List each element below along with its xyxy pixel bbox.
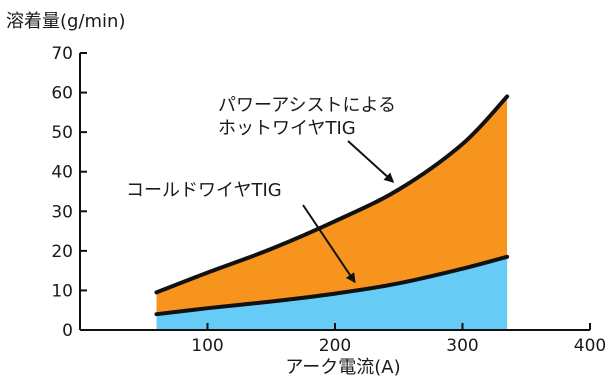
series-area-1 <box>156 256 508 330</box>
y-axis-title: 溶着量(g/min) <box>6 11 125 32</box>
series-line-1 <box>154 254 510 317</box>
y-tick-label-0: 0 <box>62 321 73 341</box>
annotation-arrow-0 <box>347 140 395 183</box>
y-tick-label-30: 30 <box>51 202 73 222</box>
y-tick-label-10: 10 <box>51 281 73 301</box>
x-tick-label-100: 100 <box>191 336 223 356</box>
y-tick-label-20: 20 <box>51 242 73 262</box>
y-tick-label-60: 60 <box>51 84 73 104</box>
series-label-1: コールドワイヤTIG <box>126 180 282 201</box>
series-line-0 <box>154 94 510 295</box>
series-area-0 <box>156 96 508 330</box>
annotation-arrow-1 <box>302 204 356 284</box>
series-line-layer <box>154 94 510 317</box>
y-tick-label-40: 40 <box>51 163 73 183</box>
tick-layer: 0 10 20 30 40 50 60 70 100 200 300 400 <box>51 44 606 356</box>
area-layer <box>156 96 508 330</box>
x-tick-label-300: 300 <box>446 336 478 356</box>
y-tick-label-50: 50 <box>51 123 73 143</box>
x-axis-title: アーク電流(A) <box>285 357 400 378</box>
series-label-0: パワーアシストによるホットワイヤTIG <box>218 95 396 139</box>
y-tick-label-70: 70 <box>51 44 73 64</box>
annotation-layer: パワーアシストによるホットワイヤTIG コールドワイヤTIG <box>126 95 396 284</box>
x-tick-label-400: 400 <box>574 336 606 356</box>
x-tick-label-200: 200 <box>319 336 351 356</box>
